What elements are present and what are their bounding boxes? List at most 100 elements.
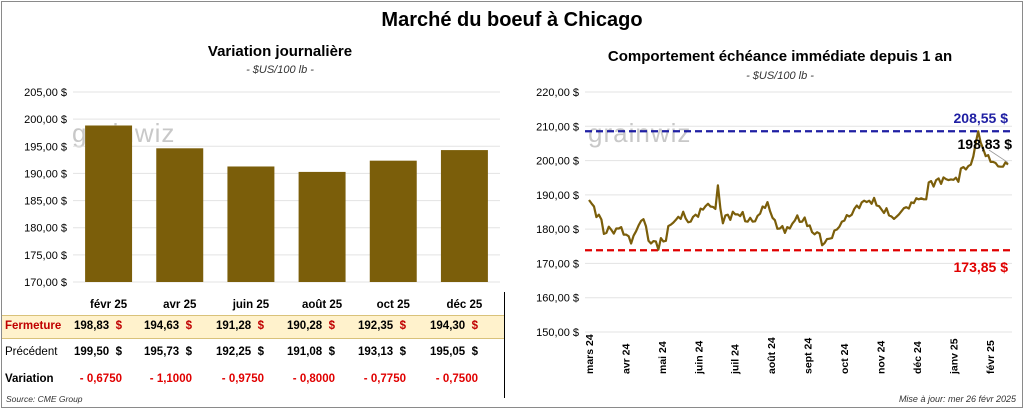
- table-cell-value: 194,63: [144, 320, 180, 332]
- table-cell: 192,35 $: [344, 320, 406, 332]
- bar-y-tick-label: 200,00 $: [24, 114, 67, 126]
- line-y-tick-label: 220,00 $: [536, 87, 579, 99]
- source-note: Source: CME Group: [6, 394, 83, 404]
- bar-category-label: avr 25: [163, 299, 197, 311]
- bar: [440, 150, 488, 282]
- line-chart-unit: - $US/100 lb -: [746, 70, 814, 82]
- currency-symbol: $: [109, 320, 122, 332]
- table-cell-value: 195,05: [430, 346, 466, 358]
- table-cell: 199,50 $: [60, 346, 122, 358]
- max-price-label: 208,55 $: [954, 110, 1009, 126]
- line-x-month-label: déc 24: [912, 341, 924, 374]
- table-cell: - 0,6750: [60, 373, 122, 385]
- table-cell-value: 199,50: [74, 346, 110, 358]
- bar: [298, 171, 346, 282]
- currency-symbol: $: [179, 320, 192, 332]
- page-title: Marché du boeuf à Chicago: [381, 9, 643, 31]
- line-x-month-label: avr 24: [620, 343, 632, 374]
- table-cell-value: 198,83: [74, 320, 110, 332]
- table-cell: 198,83 $: [60, 320, 122, 332]
- watermark-logo-right: grainwiz: [588, 118, 692, 148]
- currency-symbol: $: [322, 320, 335, 332]
- table-row-label: Précédent: [5, 346, 58, 358]
- table-cell: - 0,9750: [202, 373, 264, 385]
- bar-y-tick-label: 175,00 $: [24, 250, 67, 262]
- table-cell: 195,05 $: [416, 346, 478, 358]
- table-cell-value: - 0,7750: [363, 373, 406, 385]
- last-price-label: 198,83 $: [958, 136, 1013, 152]
- currency-symbol: $: [322, 346, 335, 358]
- bar-category-label: août 25: [302, 299, 343, 311]
- table-cell-value: 193,13: [358, 346, 394, 358]
- line-y-tick-label: 160,00 $: [536, 293, 579, 305]
- bar-category-label: févr 25: [90, 299, 128, 311]
- line-x-month-label: août 24: [766, 337, 778, 374]
- bar: [369, 160, 417, 282]
- bar-y-tick-label: 205,00 $: [24, 87, 67, 99]
- line-chart-title: Comportement échéance immédiate depuis 1…: [607, 48, 953, 65]
- currency-symbol: $: [179, 346, 192, 358]
- bar: [227, 166, 275, 282]
- price-line: [588, 130, 1009, 251]
- table-cell-value: - 0,6750: [79, 373, 122, 385]
- update-date: Mise à jour: mer 26 févr 2025: [898, 394, 1016, 404]
- bar: [85, 125, 133, 282]
- table-cell: 192,25 $: [202, 346, 264, 358]
- table-cell-value: 192,25: [216, 346, 252, 358]
- currency-symbol: $: [251, 346, 264, 358]
- line-x-month-label: sept 24: [803, 338, 815, 374]
- bar-y-tick-label: 170,00 $: [24, 277, 67, 289]
- table-cell: 194,63 $: [130, 320, 192, 332]
- table-cell-value: 192,35: [358, 320, 394, 332]
- line-x-month-label: oct 24: [839, 343, 851, 374]
- table-cell: - 1,1000: [130, 373, 192, 385]
- table-cell-value: 194,30: [430, 320, 466, 332]
- bar-chart-unit: - $US/100 lb -: [246, 64, 314, 76]
- table-cell: 193,13 $: [344, 346, 406, 358]
- table-cell: 195,73 $: [130, 346, 192, 358]
- table-cell: 191,28 $: [202, 320, 264, 332]
- bar-y-tick-label: 185,00 $: [24, 196, 67, 208]
- table-row: Variation - 0,6750 - 1,1000 - 0,9750 - 0,800…: [2, 369, 504, 391]
- table-divider: [504, 292, 505, 398]
- table-cell: 191,08 $: [273, 346, 335, 358]
- table-cell-value: 191,08: [287, 346, 323, 358]
- currency-symbol: $: [465, 320, 478, 332]
- table-row: Fermeture 198,83 $194,63 $191,28 $190,28 …: [2, 315, 504, 339]
- table-cell-value: 190,28: [287, 320, 323, 332]
- bar-category-label: oct 25: [377, 299, 411, 311]
- table-cell: 190,28 $: [273, 320, 335, 332]
- bar-category-label: juin 25: [232, 299, 270, 311]
- currency-symbol: $: [465, 346, 478, 358]
- table-cell: 194,30 $: [416, 320, 478, 332]
- line-x-month-label: nov 24: [875, 341, 887, 374]
- bar: [156, 148, 204, 282]
- currency-symbol: $: [393, 346, 406, 358]
- line-x-month-label: févr 25: [985, 340, 997, 374]
- line-x-month-label: juil 24: [730, 344, 742, 375]
- table-cell-value: - 1,1000: [149, 373, 192, 385]
- line-x-month-label: janv 25: [948, 338, 960, 375]
- table-row-label: Fermeture: [5, 320, 62, 332]
- table-cell-value: 191,28: [216, 320, 252, 332]
- table-cell: - 0,8000: [273, 373, 335, 385]
- min-price-label: 173,85 $: [954, 259, 1009, 275]
- line-x-month-label: juin 24: [693, 341, 705, 375]
- line-y-tick-label: 180,00 $: [536, 224, 579, 236]
- table-cell-value: - 0,8000: [292, 373, 335, 385]
- currency-symbol: $: [393, 320, 406, 332]
- bar-y-tick-label: 195,00 $: [24, 141, 67, 153]
- currency-symbol: $: [251, 320, 264, 332]
- table-cell: - 0,7750: [344, 373, 406, 385]
- table-cell-value: - 0,7500: [435, 373, 478, 385]
- table-row-label: Variation: [5, 373, 54, 385]
- bar-y-tick-label: 180,00 $: [24, 223, 67, 235]
- last-price-leader-line: [988, 149, 1009, 163]
- line-y-tick-label: 190,00 $: [536, 190, 579, 202]
- table-cell-value: 195,73: [144, 346, 180, 358]
- line-y-tick-label: 170,00 $: [536, 258, 579, 270]
- bar-y-tick-label: 190,00 $: [24, 168, 67, 180]
- table-cell: - 0,7500: [416, 373, 478, 385]
